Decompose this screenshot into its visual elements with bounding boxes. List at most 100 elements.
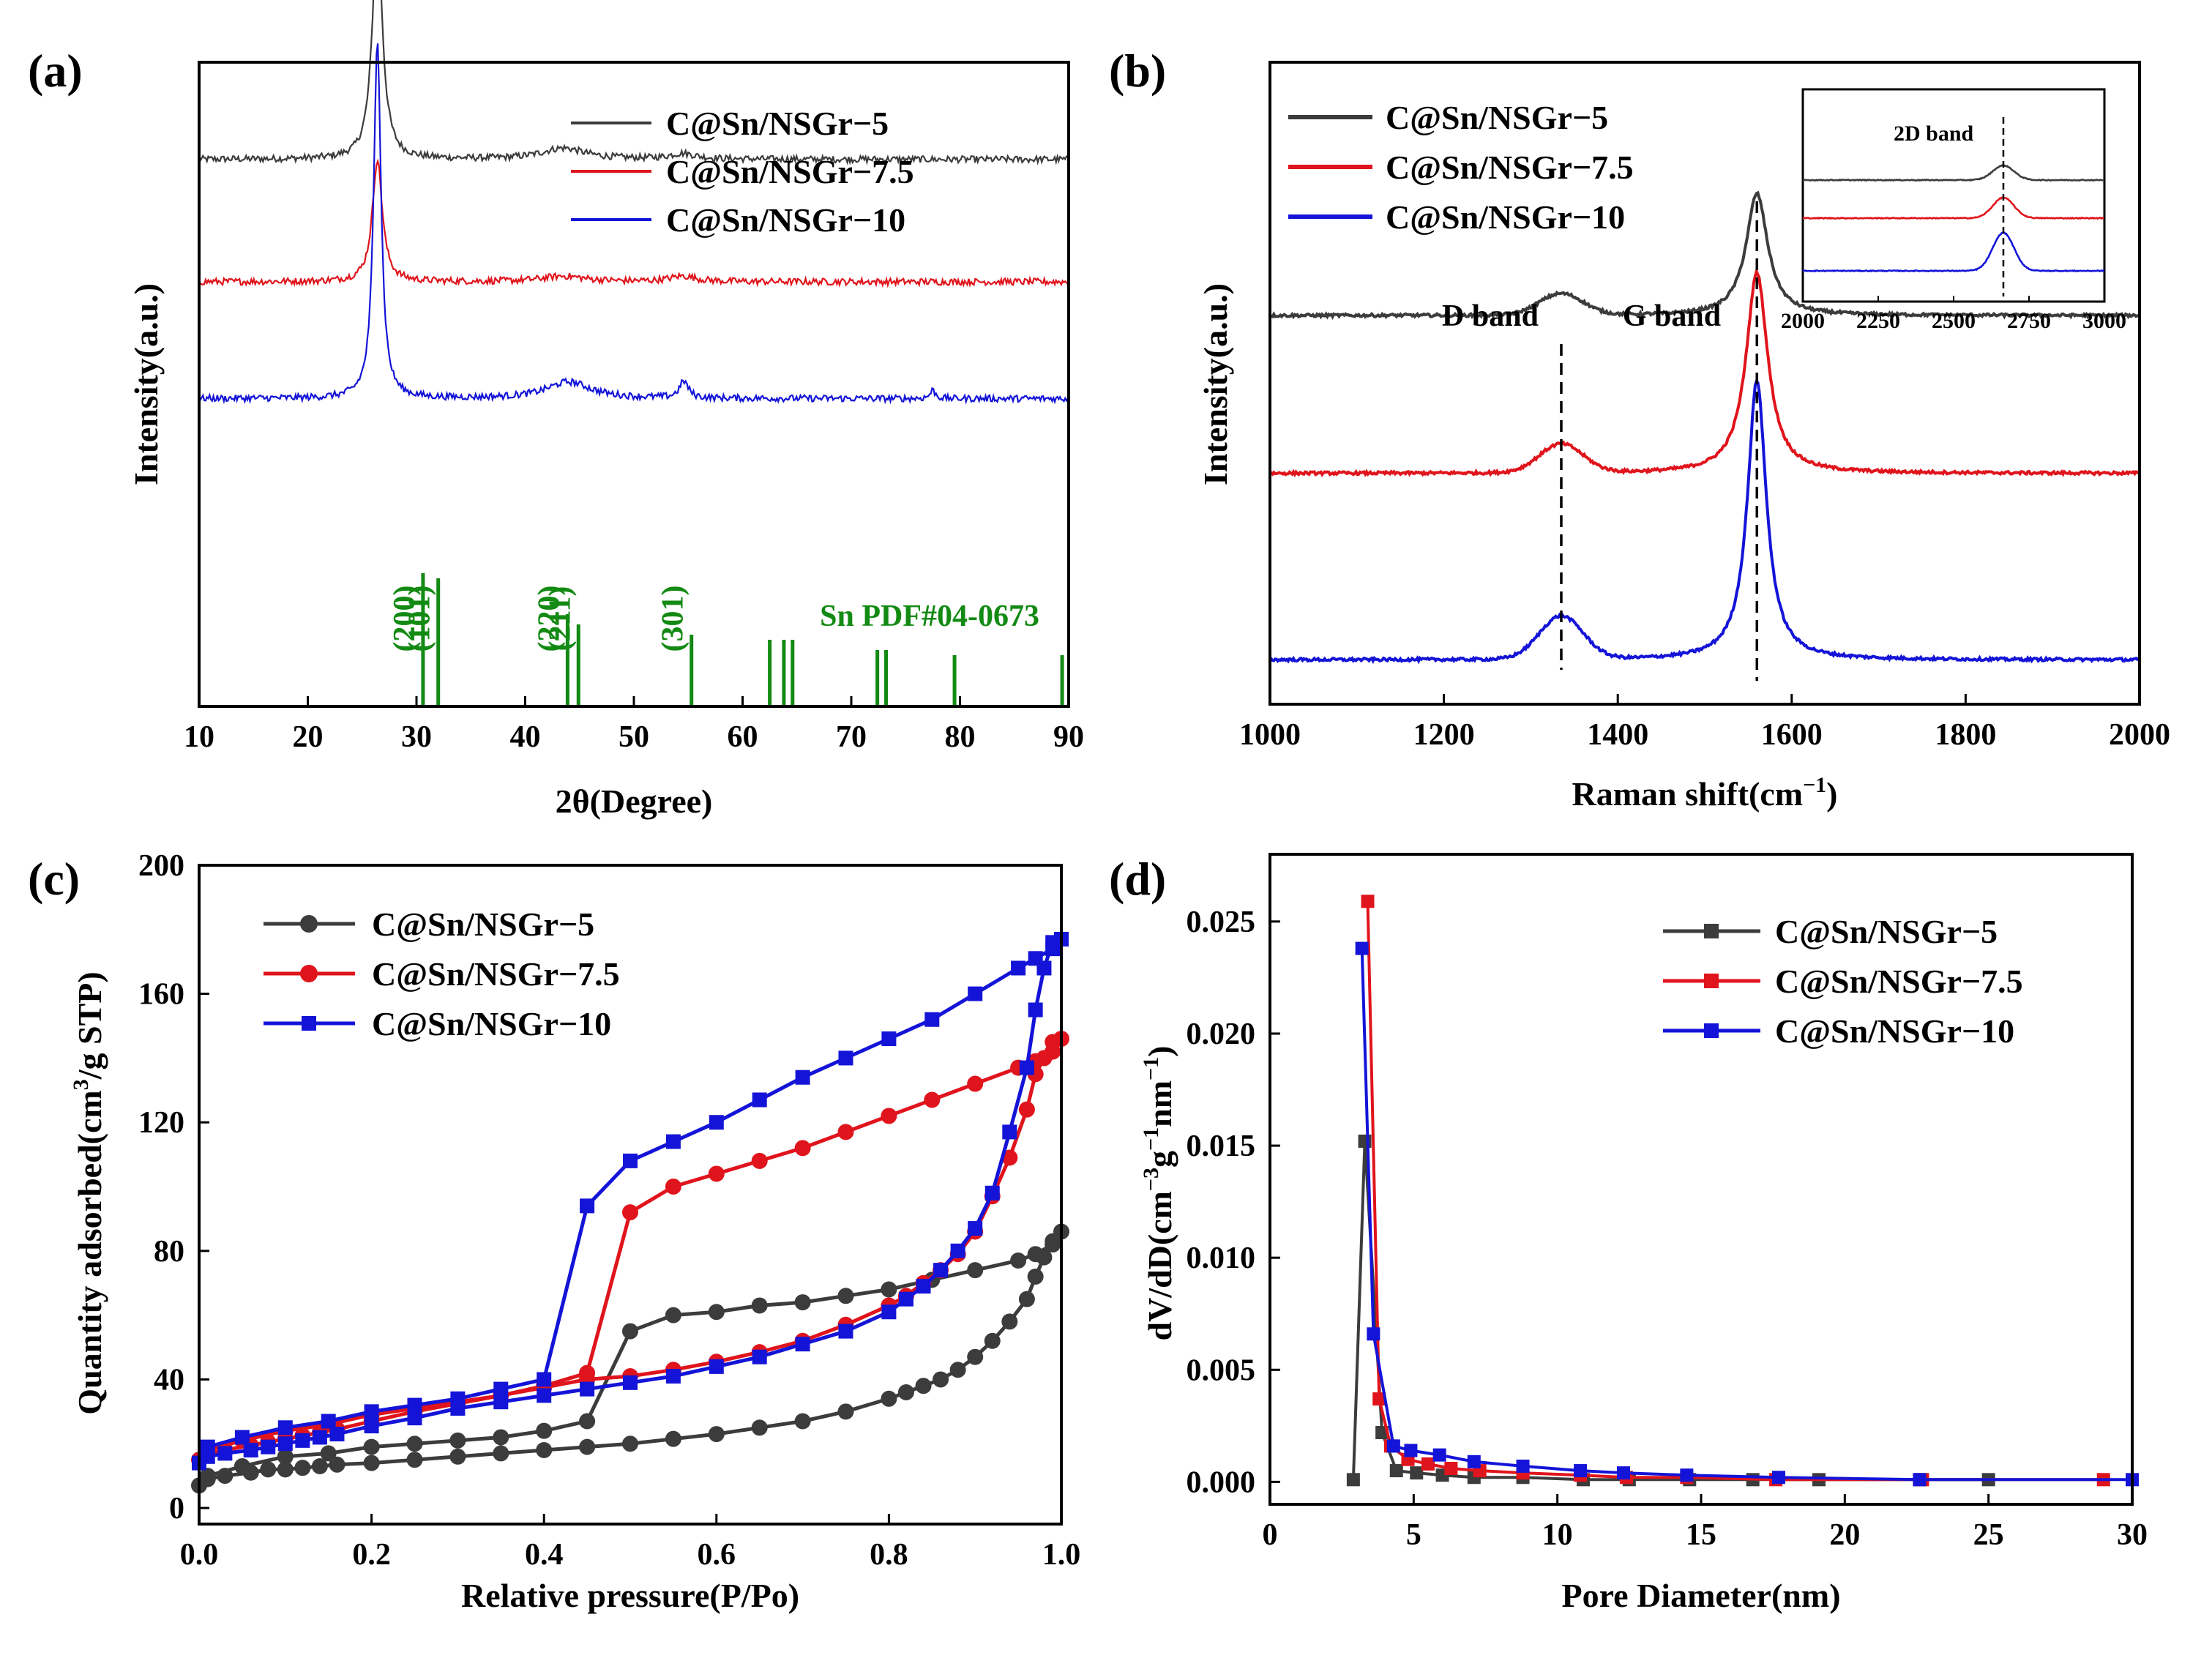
chart-d-xtick-label: 5	[1406, 1518, 1421, 1552]
chart-c-series-0-point	[493, 1445, 509, 1462]
chart-c-series-1-point	[579, 1364, 596, 1381]
chart-d-legend-label: C@Sn/NSGr−5	[1775, 913, 1998, 950]
chart-d-series-1-point	[1361, 895, 1375, 908]
chart-d-series-0-line	[1351, 1140, 1989, 1482]
chart-c-ylabel-sup: 3	[69, 1079, 93, 1090]
chart-c-series-2-point	[312, 1430, 327, 1445]
chart-c-ytick-label: 160	[138, 978, 184, 1012]
chart-b-ylabel: Intensity(a.u.)	[1197, 283, 1234, 485]
chart-c-ylabel: Quantity adsorbed(cm3/g STP)	[69, 971, 108, 1414]
chart-c-series-0-point	[751, 1297, 768, 1314]
chart-c-isotherm: 0.0 0.2 0.4 0.6 0.8 1.0 0 40 80 120 160 200 Relati…	[69, 849, 1080, 1614]
chart-b-series-0	[1269, 190, 2139, 320]
chart-b-d-band-label: D band	[1442, 299, 1539, 333]
chart-c-series-2-point	[623, 1375, 638, 1390]
chart-c-ytick-label: 80	[154, 1235, 184, 1269]
chart-d-ylabel-main: dV/dD(cm	[1141, 1191, 1178, 1340]
chart-c-series-0-point	[363, 1455, 380, 1471]
chart-b-legend-label: C@Sn/NSGr−5	[1386, 99, 1608, 136]
chart-d-series-1-point	[1444, 1462, 1458, 1476]
chart-c-series-0-point	[967, 1262, 984, 1279]
chart-c-ylabel-tail: /g STP)	[71, 971, 108, 1080]
chart-c-series-2-point	[984, 1185, 1000, 1201]
chart-c-series-2-point	[933, 1263, 949, 1278]
chart-b-legend: C@Sn/NSGr−5 C@Sn/NSGr−7.5 C@Sn/NSGr−10	[1288, 99, 1634, 236]
chart-b-inset-xtick-label: 2500	[1932, 309, 1976, 333]
chart-c-series-2-point	[709, 1359, 724, 1374]
chart-c-series-0-point	[260, 1461, 277, 1478]
chart-c-series-0-point	[665, 1307, 681, 1323]
panel-label-c: (c)	[28, 853, 80, 905]
chart-b-xtick-label: 2000	[2109, 718, 2170, 752]
chart-c-series-0-point	[1001, 1313, 1018, 1330]
chart-c-series-2-point	[493, 1381, 509, 1397]
chart-b-xlabel-tail: )	[1826, 775, 1837, 813]
chart-d-frame	[1268, 853, 2134, 1506]
chart-c-series-1-point	[794, 1140, 811, 1157]
chart-c-series-0-point	[217, 1468, 233, 1485]
chart-c-xtick-label: 0.2	[352, 1538, 391, 1572]
chart-c-series-0-point	[984, 1332, 1001, 1349]
chart-c-series-2-point	[1045, 941, 1061, 957]
chart-d-xtick-label: 20	[1829, 1518, 1860, 1552]
chart-d-ytick-label: 0.005	[1187, 1354, 1256, 1387]
chart-c-series-0-point	[933, 1371, 949, 1388]
chart-c-ytick-label: 40	[154, 1363, 184, 1397]
chart-c-series-0-point	[320, 1445, 337, 1462]
chart-c-series-1-point	[1018, 1101, 1035, 1118]
chart-c-series-2-point	[1028, 1002, 1043, 1018]
chart-c-series-2-point	[537, 1388, 552, 1403]
chart-d-xtick-label: 30	[2117, 1518, 2148, 1552]
chart-c-series-2-point	[795, 1069, 810, 1085]
chart-c-series-2-point	[234, 1430, 250, 1445]
chart-b-xtick-label: 1600	[1761, 718, 1823, 752]
chart-c-series-2-point	[968, 986, 983, 1001]
chart-c-legend-marker	[300, 915, 318, 933]
chart-c-legend: C@Sn/NSGr−5 C@Sn/NSGr−7.5 C@Sn/NSGr−10	[264, 906, 620, 1042]
chart-a-reference-label: Sn PDF#04-0673	[820, 600, 1039, 633]
chart-c-series-0-point	[622, 1435, 638, 1452]
chart-c-legend-label: C@Sn/NSGr−10	[372, 1005, 611, 1042]
chart-a-xtick-label: 50	[619, 720, 649, 754]
chart-c-series-0-point	[329, 1456, 345, 1473]
chart-a-legend-label: C@Sn/NSGr−5	[666, 105, 889, 142]
chart-b-xtick-label: 1400	[1587, 718, 1648, 752]
chart-c-series-2-point	[752, 1349, 767, 1364]
chart-b-series-2	[1268, 378, 2140, 665]
chart-a-legend: C@Sn/NSGr−5 C@Sn/NSGr−7.5 C@Sn/NSGr−10	[571, 105, 914, 239]
chart-d-ylabel-mid: g	[1141, 1151, 1178, 1168]
chart-c-series-0-point	[311, 1457, 328, 1474]
chart-c-series-0-point	[794, 1413, 811, 1430]
chart-c-series-1-point	[967, 1075, 984, 1092]
chart-d-series-2-point	[1680, 1468, 1694, 1482]
chart-c-ytick-label: 200	[138, 849, 184, 883]
chart-b-xtick-label: 1000	[1239, 718, 1301, 752]
chart-c-series-1-point	[924, 1091, 941, 1108]
chart-d-series-2-point	[1616, 1466, 1630, 1480]
chart-c-xtick-label: 0.6	[698, 1538, 736, 1572]
chart-c-series-0-point	[751, 1419, 768, 1436]
chart-b-legend-label: C@Sn/NSGr−7.5	[1386, 149, 1634, 186]
chart-a-xtick-label: 90	[1053, 720, 1084, 754]
chart-d-series-2-point	[1432, 1448, 1446, 1462]
chart-c-series-0-point	[1010, 1252, 1027, 1269]
chart-b-legend-label: C@Sn/NSGr−10	[1386, 198, 1625, 236]
chart-a-legend-label: C@Sn/NSGr−10	[666, 201, 905, 239]
chart-c-series-2-point	[537, 1372, 552, 1387]
chart-d-series-0-point	[1358, 1134, 1372, 1148]
chart-b-xlabel: Raman shift(cm−1)	[1572, 773, 1837, 813]
chart-d-series-1-point	[1372, 1392, 1386, 1406]
chart-b-inset-series-0	[1802, 164, 2105, 182]
chart-c-series-2-point	[838, 1050, 853, 1066]
chart-d-legend-marker	[1704, 1023, 1719, 1038]
chart-c-series-2-point	[795, 1337, 810, 1352]
chart-c-series-2-point	[665, 1369, 681, 1384]
chart-c-series-0-point	[881, 1390, 897, 1407]
chart-c-series-2-point	[838, 1323, 853, 1339]
chart-c-series-1-point	[837, 1124, 854, 1140]
chart-d-ytick-label: 0.010	[1187, 1242, 1256, 1275]
chart-d-xtick-label: 25	[1973, 1518, 2004, 1552]
chart-d-series-0-point	[1389, 1464, 1403, 1478]
chart-c-series-0-point	[579, 1413, 596, 1430]
chart-c-series-0-point	[449, 1432, 466, 1449]
